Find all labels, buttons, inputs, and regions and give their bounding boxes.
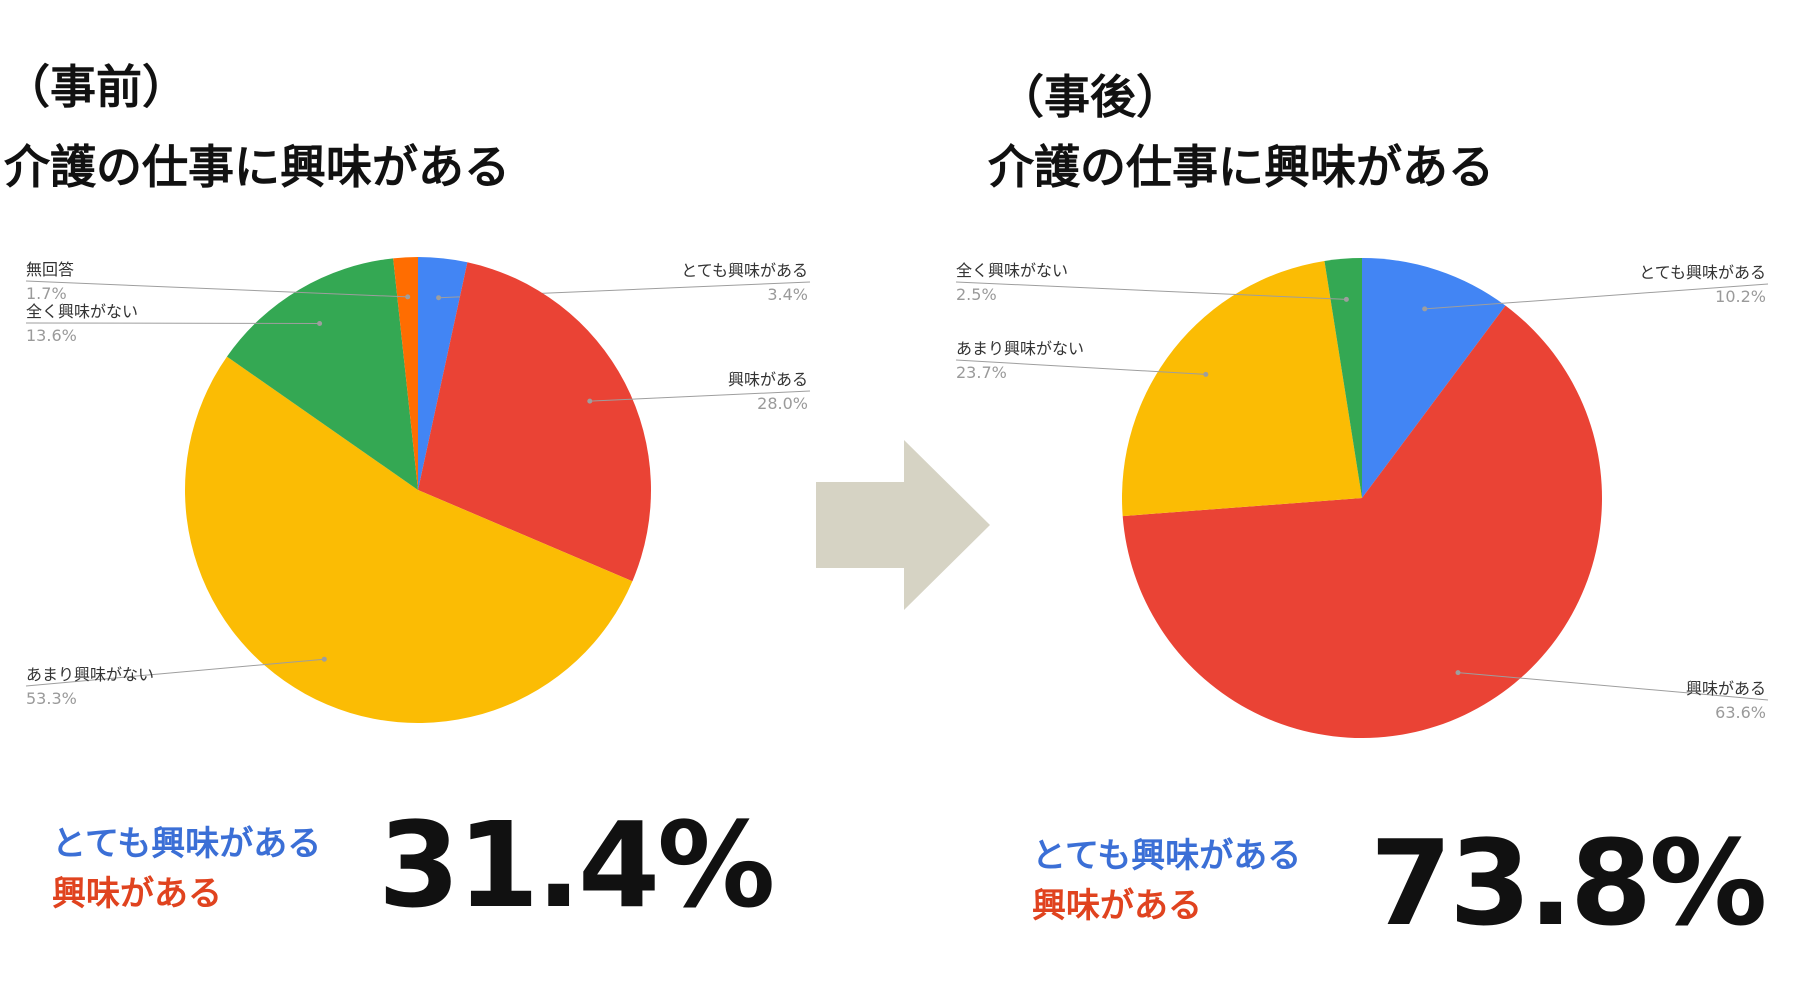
slice-value: 63.6%	[1715, 703, 1766, 722]
pie-slice	[393, 257, 418, 490]
pie-label: あまり興味がない 53.3%	[25, 656, 327, 708]
slice-label: 全く興味がない	[26, 302, 138, 321]
leader-dot	[436, 295, 442, 301]
slice-label: あまり興味がない	[26, 665, 154, 684]
pie-slice	[1362, 257, 1506, 498]
pie-slice	[1121, 260, 1362, 517]
leader-dot	[405, 294, 411, 300]
pie-charts: とても興味がある 3.4% 興味がある 28.0% あまり興味がない 53.3% 全く興味が…	[25, 257, 1769, 738]
slice-label: とても興味がある	[1639, 263, 1766, 282]
slice-label: あまり興味がない	[956, 339, 1084, 358]
right-title-line1: （事後）	[998, 70, 1182, 124]
leader-line	[25, 322, 320, 324]
pie-label: 全く興味がない 2.5%	[955, 261, 1349, 304]
leader-line	[1457, 672, 1769, 701]
pie-label: とても興味がある 10.2%	[1422, 263, 1769, 312]
pie-slice	[1122, 305, 1602, 738]
slice-value: 2.5%	[956, 285, 997, 304]
leader-line	[955, 281, 1347, 300]
slice-value: 23.7%	[956, 363, 1007, 382]
arrow-right-icon	[816, 440, 990, 610]
left-summary-line2: 興味がある	[52, 874, 222, 914]
left-summary-line1: とても興味がある	[52, 824, 322, 864]
leader-dot	[1203, 371, 1209, 377]
pie-chart-after: とても興味がある 10.2% 興味がある 63.6% あまり興味がない 23.7% 全く興味…	[955, 257, 1769, 738]
leader-line	[1424, 283, 1769, 310]
pie-chart-before: とても興味がある 3.4% 興味がある 28.0% あまり興味がない 53.3% 全く興味が…	[25, 257, 811, 724]
pie-slice	[1324, 258, 1362, 498]
slice-value: 1.7%	[26, 284, 67, 303]
right-summary-line2: 興味がある	[1032, 886, 1202, 926]
pie-label: 興味がある 63.6%	[1455, 670, 1769, 722]
leader-line	[955, 359, 1206, 375]
slice-value: 28.0%	[757, 394, 808, 413]
pie-slice	[184, 356, 633, 724]
slice-label: とても興味がある	[681, 261, 808, 280]
leader-line	[25, 280, 408, 298]
slice-value: 13.6%	[26, 326, 77, 345]
slice-value: 3.4%	[767, 285, 808, 304]
right-title-line2: 介護の仕事に興味がある	[988, 140, 1494, 194]
right-big-percentage: 73.8%	[1370, 814, 1767, 952]
slice-label: 無回答	[26, 260, 74, 279]
pie-slice	[226, 258, 418, 490]
slice-label: 興味がある	[1686, 679, 1766, 698]
leader-dot	[587, 398, 593, 404]
slice-label: 興味がある	[728, 370, 808, 389]
slice-value: 10.2%	[1715, 287, 1766, 306]
leader-line	[589, 390, 811, 402]
leader-line	[25, 658, 325, 687]
left-title-line2: 介護の仕事に興味がある	[4, 140, 510, 194]
left-title-line1: （事前）	[4, 60, 188, 114]
right-summary-line1: とても興味がある	[1032, 836, 1302, 876]
pie-label: 全く興味がない 13.6%	[25, 302, 323, 345]
slice-label: 全く興味がない	[956, 261, 1068, 280]
pie-label: 興味がある 28.0%	[587, 370, 811, 413]
leader-dot	[1343, 296, 1349, 302]
leader-dot	[321, 656, 327, 662]
pie-label: 無回答 1.7%	[25, 260, 411, 303]
leader-dot	[317, 321, 323, 326]
pie-slice	[418, 262, 651, 582]
pie-label: あまり興味がない 23.7%	[955, 339, 1209, 382]
leader-dot	[1422, 306, 1428, 312]
slice-value: 53.3%	[26, 689, 77, 708]
leader-dot	[1455, 670, 1461, 676]
left-big-percentage: 31.4%	[378, 796, 775, 934]
pie-slice	[418, 257, 468, 490]
